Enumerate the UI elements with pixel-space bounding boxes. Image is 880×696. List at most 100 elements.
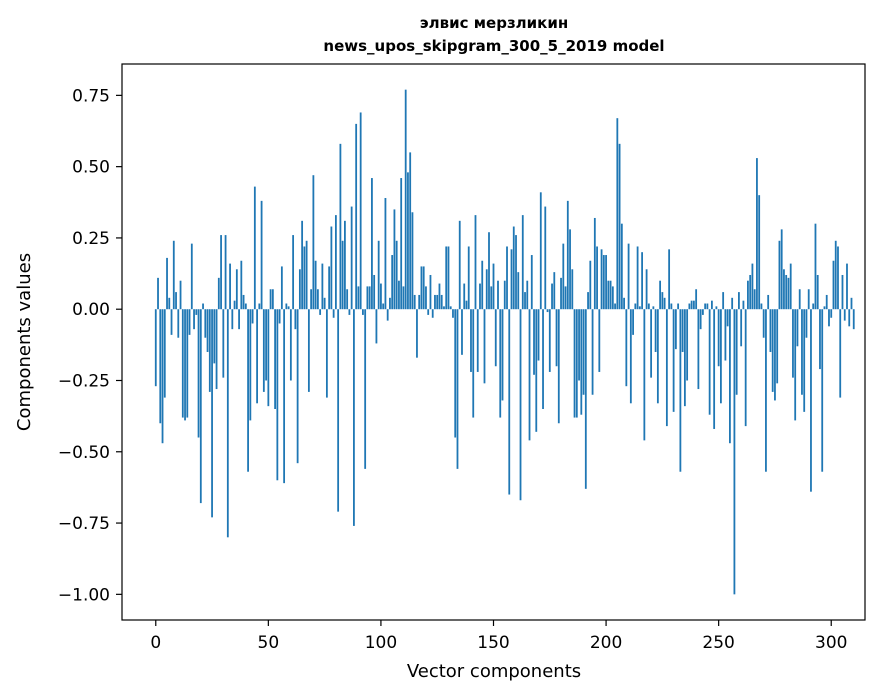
bar-58 bbox=[285, 303, 288, 310]
bar-64 bbox=[298, 269, 301, 310]
y-tick-label: −0.50 bbox=[58, 443, 110, 463]
bar-290 bbox=[807, 289, 810, 310]
bar-211 bbox=[629, 309, 632, 404]
chart-title-line2: news_upos_skipgram_300_5_2019 model bbox=[323, 37, 664, 55]
bar-299 bbox=[828, 309, 830, 327]
bar-70 bbox=[312, 175, 315, 310]
x-axis-label: Vector components bbox=[407, 661, 581, 682]
bar-281 bbox=[787, 277, 790, 310]
bar-263 bbox=[747, 280, 749, 310]
bar-189 bbox=[580, 309, 583, 415]
bar-75 bbox=[323, 297, 326, 310]
bar-270 bbox=[762, 309, 765, 338]
bar-83 bbox=[341, 240, 344, 310]
bar-153 bbox=[499, 309, 502, 418]
bar-278 bbox=[780, 229, 783, 310]
bar-4 bbox=[163, 309, 166, 398]
bar-148 bbox=[488, 232, 490, 310]
bar-136 bbox=[461, 309, 463, 355]
bar-217 bbox=[643, 309, 646, 441]
bar-232 bbox=[677, 303, 680, 310]
y-tick-label: 0.25 bbox=[72, 229, 110, 249]
bar-215 bbox=[638, 306, 641, 310]
bar-27 bbox=[215, 309, 218, 390]
bar-95 bbox=[368, 286, 371, 310]
bar-198 bbox=[600, 249, 603, 310]
bar-301 bbox=[832, 260, 835, 310]
bar-149 bbox=[490, 286, 493, 310]
bar-295 bbox=[819, 309, 821, 370]
bar-235 bbox=[683, 309, 686, 407]
bar-197 bbox=[598, 309, 601, 372]
bar-21 bbox=[202, 303, 204, 310]
bar-182 bbox=[564, 286, 567, 310]
bar-292 bbox=[812, 303, 815, 310]
bar-256 bbox=[731, 297, 734, 310]
bar-220 bbox=[650, 309, 653, 378]
bar-275 bbox=[774, 309, 776, 401]
bar-267 bbox=[756, 158, 758, 310]
bar-304 bbox=[839, 309, 842, 398]
bar-297 bbox=[823, 306, 826, 310]
bar-157 bbox=[508, 309, 511, 495]
bar-110 bbox=[402, 286, 405, 310]
bar-186 bbox=[573, 309, 576, 418]
bar-191 bbox=[584, 309, 587, 489]
bar-99 bbox=[377, 240, 380, 310]
bar-145 bbox=[481, 260, 484, 310]
bar-132 bbox=[452, 309, 454, 318]
bar-45 bbox=[256, 309, 258, 404]
bar-90 bbox=[357, 286, 360, 310]
bar-310 bbox=[852, 309, 855, 330]
bar-106 bbox=[393, 209, 396, 310]
bar-38 bbox=[240, 260, 243, 310]
bar-91 bbox=[359, 112, 362, 310]
bar-120 bbox=[425, 286, 427, 310]
bar-114 bbox=[411, 212, 414, 310]
bar-244 bbox=[704, 303, 707, 310]
bar-117 bbox=[418, 294, 421, 310]
bar-34 bbox=[231, 309, 234, 330]
x-tick-label: 250 bbox=[702, 633, 734, 653]
bar-175 bbox=[548, 309, 551, 372]
bar-204 bbox=[614, 303, 616, 310]
bar-199 bbox=[602, 255, 605, 310]
bar-286 bbox=[798, 289, 801, 310]
bar-265 bbox=[751, 263, 754, 310]
bar-60 bbox=[289, 309, 292, 381]
bar-250 bbox=[717, 309, 720, 367]
bar-128 bbox=[443, 306, 445, 310]
bar-156 bbox=[506, 246, 508, 310]
bar-294 bbox=[816, 274, 819, 310]
bar-2 bbox=[159, 309, 162, 424]
bar-97 bbox=[373, 274, 376, 310]
y-tick-label: −0.75 bbox=[58, 514, 110, 534]
bar-181 bbox=[562, 243, 565, 310]
bar-296 bbox=[821, 309, 824, 472]
bar-254 bbox=[726, 309, 729, 327]
bar-112 bbox=[407, 172, 409, 310]
bar-105 bbox=[391, 255, 394, 310]
bar-242 bbox=[699, 309, 702, 330]
bar-279 bbox=[783, 269, 785, 310]
bar-124 bbox=[434, 294, 436, 310]
bar-42 bbox=[249, 309, 252, 421]
bar-12 bbox=[181, 309, 184, 418]
bar-16 bbox=[190, 243, 193, 310]
bar-308 bbox=[848, 309, 851, 327]
y-tick-label: 0.50 bbox=[72, 158, 110, 178]
bar-293 bbox=[814, 223, 817, 310]
bar-158 bbox=[510, 249, 513, 310]
bar-35 bbox=[233, 300, 236, 310]
bar-168 bbox=[533, 309, 535, 375]
bar-71 bbox=[314, 260, 317, 310]
bar-89 bbox=[355, 123, 358, 310]
bar-3 bbox=[161, 309, 164, 444]
bar-138 bbox=[465, 300, 468, 310]
x-tick-label: 200 bbox=[590, 633, 622, 653]
bar-268 bbox=[758, 195, 761, 310]
bar-135 bbox=[458, 220, 461, 310]
bar-196 bbox=[596, 246, 598, 310]
bar-221 bbox=[652, 306, 655, 310]
bar-164 bbox=[524, 292, 526, 310]
